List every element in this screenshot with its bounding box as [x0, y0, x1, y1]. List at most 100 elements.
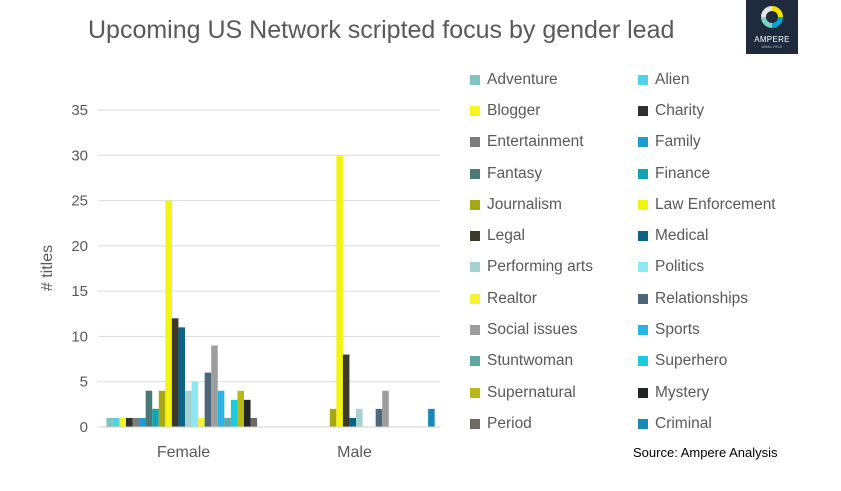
legend-label: Period — [487, 414, 532, 432]
legend-item: Sports — [638, 314, 806, 345]
legend-swatch — [470, 231, 480, 242]
legend-item: Blogger — [470, 95, 638, 126]
legend-item: Criminal — [638, 408, 806, 439]
legend-item: Performing arts — [470, 252, 638, 283]
bar-performing-arts-male — [356, 408, 363, 427]
logo-ring-segment — [771, 16, 783, 28]
legend-label: Charity — [655, 101, 705, 119]
y-axis-ticks: 0 5 10 15 20 25 30 35 — [71, 102, 88, 436]
legend-item: Politics — [638, 252, 806, 283]
x-tick-label: Female — [157, 444, 210, 461]
legend-swatch — [470, 293, 480, 304]
logo-ring-icon — [761, 6, 783, 28]
legend-swatch — [470, 137, 480, 148]
bar-mystery-female — [244, 399, 251, 427]
legend-swatch — [470, 105, 480, 116]
legend-label: Adventure — [487, 70, 558, 88]
logo-ring-segment — [761, 6, 773, 18]
logo-subtitle: ANALYSIS — [761, 45, 783, 49]
bar-criminal-male — [428, 408, 435, 427]
bar-finance-female — [152, 408, 159, 427]
legend-item: Period — [470, 408, 638, 439]
legend-label: Realtor — [487, 289, 537, 307]
legend-label: Mystery — [655, 383, 710, 401]
y-tick-label: 10 — [71, 328, 88, 345]
legend-swatch — [470, 74, 480, 85]
legend-swatch — [470, 356, 480, 367]
legend-swatch — [638, 293, 648, 304]
legend-label: Fantasy — [487, 164, 543, 182]
logo-ring-segment — [771, 6, 783, 18]
legend-swatch — [638, 325, 648, 336]
legend-swatch — [638, 262, 648, 273]
legend-item: Realtor — [470, 283, 638, 314]
legend-label: Social issues — [487, 321, 578, 339]
legend-swatch — [470, 262, 480, 273]
bars — [106, 155, 435, 428]
bar-charity-female — [126, 417, 133, 427]
legend-swatch — [470, 168, 480, 179]
logo-name: AMPERE — [754, 35, 790, 44]
legend-label: Politics — [655, 258, 705, 276]
legend-item: Alien — [638, 64, 806, 95]
y-tick-label: 30 — [71, 147, 88, 164]
bar-performing-arts-female — [185, 390, 192, 427]
bar-stuntwoman-female — [224, 417, 231, 427]
bar-law-enforcement-female — [165, 200, 172, 427]
legend-item: Journalism — [470, 189, 638, 220]
y-tick-label: 35 — [71, 102, 88, 119]
bar-supernatural-female — [237, 390, 244, 427]
legend-swatch — [638, 387, 648, 398]
legend-label: Legal — [487, 227, 525, 245]
bar-chart: 0 5 10 15 20 25 30 35 Female Male # titles — [39, 102, 440, 461]
bar-relationships-male — [375, 408, 383, 427]
legend-item: Relationships — [638, 283, 806, 314]
bar-period-female — [250, 417, 258, 427]
legend-swatch — [470, 387, 480, 398]
legend-label: Criminal — [655, 414, 712, 432]
legend-item: Law Enforcement — [638, 189, 806, 220]
legend-label: Sports — [655, 321, 700, 339]
legend-swatch — [470, 325, 480, 336]
bar-legal-female — [171, 318, 179, 427]
legend-item: Charity — [638, 95, 806, 126]
legend-label: Supernatural — [487, 383, 576, 401]
legend-item: Entertainment — [470, 127, 638, 158]
legend-label: Finance — [655, 164, 711, 182]
legend-item: Family — [638, 127, 806, 158]
legend-item: Stuntwoman — [470, 346, 638, 377]
bar-fantasy-female — [145, 390, 153, 427]
y-tick-label: 20 — [71, 238, 88, 255]
source-note: Source: Ampere Analysis — [633, 445, 778, 460]
y-tick-label: 15 — [71, 283, 88, 300]
legend-label: Blogger — [487, 101, 541, 119]
legend-label: Medical — [655, 227, 709, 245]
legend-item: Medical — [638, 220, 806, 251]
legend-label: Alien — [655, 70, 690, 88]
bar-journalism-male — [329, 408, 337, 427]
x-tick-label: Male — [337, 444, 372, 461]
ampere-logo: AMPERE ANALYSIS — [746, 0, 798, 54]
legend-item: Superhero — [638, 346, 806, 377]
bar-politics-female — [191, 381, 199, 427]
gridlines — [98, 109, 440, 383]
bar-law-enforcement-male — [336, 155, 343, 428]
legend-item: Adventure — [470, 64, 638, 95]
bar-social-issues-male — [382, 390, 389, 427]
bar-realtor-female — [198, 417, 205, 427]
legend-swatch — [638, 231, 648, 242]
bar-medical-female — [178, 327, 185, 427]
legend-item: Mystery — [638, 377, 806, 408]
legend-swatch — [638, 105, 648, 116]
bar-relationships-female — [204, 372, 212, 427]
legend-swatch — [638, 199, 648, 210]
legend-item: Social issues — [470, 314, 638, 345]
legend-swatch — [638, 168, 648, 179]
bar-superhero-female — [230, 399, 238, 427]
bar-adventure-female — [106, 417, 113, 427]
legend-label: Performing arts — [487, 258, 593, 276]
y-axis-label: # titles — [39, 245, 56, 291]
legend-label: Law Enforcement — [655, 195, 776, 213]
y-tick-label: 5 — [80, 374, 88, 391]
bar-social-issues-female — [211, 345, 218, 427]
